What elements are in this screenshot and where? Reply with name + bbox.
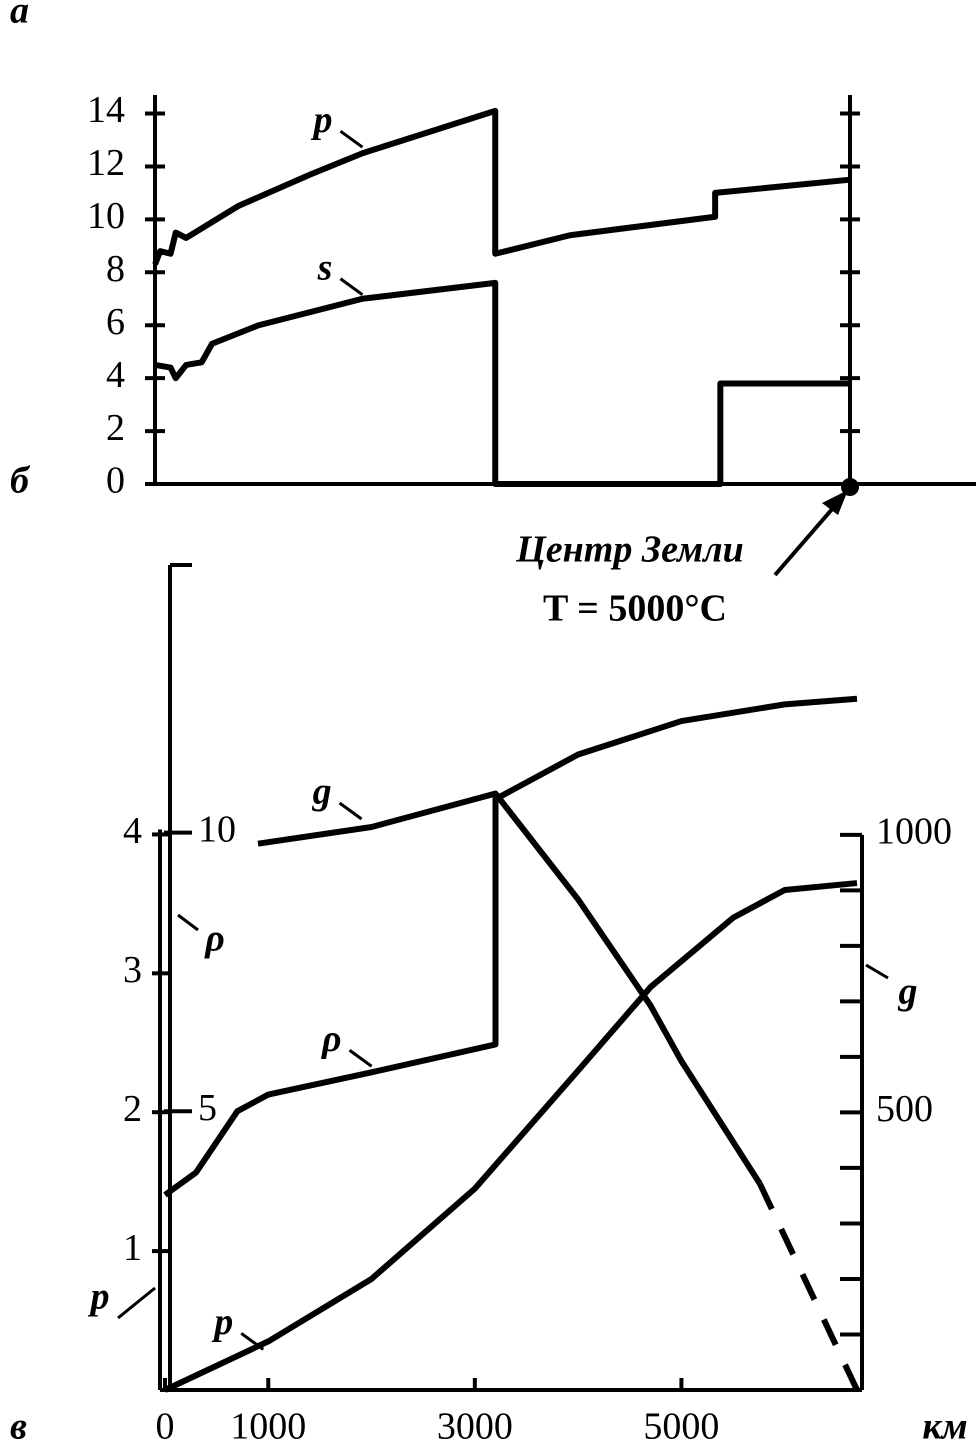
label-leader: [339, 277, 364, 296]
y-tick-label: 2: [123, 1088, 142, 1130]
x-tick-label: 0: [156, 1406, 175, 1448]
series-label: ρ: [321, 1018, 342, 1060]
y3-tick-label: 1000: [876, 811, 952, 853]
y-tick-label: 3: [123, 949, 142, 991]
label-leader: [117, 1286, 156, 1320]
y-tick-label: 10: [87, 195, 125, 237]
panel-label: а: [10, 0, 29, 32]
label-leader: [865, 963, 889, 980]
label-leader: [348, 1049, 373, 1068]
line-series: [757, 1182, 860, 1392]
label-leader: [338, 801, 363, 821]
y-tick-label: 14: [87, 89, 125, 131]
label-leader: [240, 1332, 265, 1351]
line-series: [154, 279, 850, 487]
y-tick-label: 12: [87, 142, 125, 184]
y3-axis-label: g: [898, 971, 918, 1013]
annotation: Центр Земли: [515, 529, 744, 571]
panel-label: в: [10, 1406, 27, 1448]
y-tick-label: 0: [106, 460, 125, 502]
line-series: [257, 790, 763, 1186]
y2-tick-label: 10: [198, 808, 236, 850]
line-series: [163, 880, 858, 1393]
annotation: T = 5000°C: [543, 588, 727, 630]
y-tick-label: 2: [106, 407, 125, 449]
arrow: [773, 498, 842, 577]
line-series: [152, 107, 851, 266]
series-label: s: [317, 246, 333, 288]
y-tick-label: 8: [106, 248, 125, 290]
y-tick-label: 1: [123, 1227, 142, 1269]
label-leader: [339, 130, 364, 149]
panel-label: б: [10, 460, 31, 502]
x-tick-label: 1000: [230, 1406, 306, 1448]
y2-axis-label: ρ: [204, 918, 225, 960]
x-axis-label: км: [922, 1406, 967, 1448]
y3-tick-label: 500: [876, 1088, 933, 1130]
arrow-head: [822, 490, 848, 515]
series-label: p: [310, 99, 332, 141]
y-axis-label: p: [88, 1276, 110, 1318]
series-label: p: [211, 1301, 233, 1343]
label-leader: [177, 913, 199, 932]
y2-tick-label: 5: [198, 1087, 217, 1129]
y-tick-label: 6: [106, 301, 125, 343]
x-tick-label: 5000: [643, 1406, 719, 1448]
series-label: g: [312, 771, 332, 813]
y-tick-label: 4: [106, 354, 125, 396]
y-tick-label: 4: [123, 810, 142, 852]
x-tick-label: 3000: [437, 1406, 513, 1448]
line-series: [163, 695, 858, 1198]
